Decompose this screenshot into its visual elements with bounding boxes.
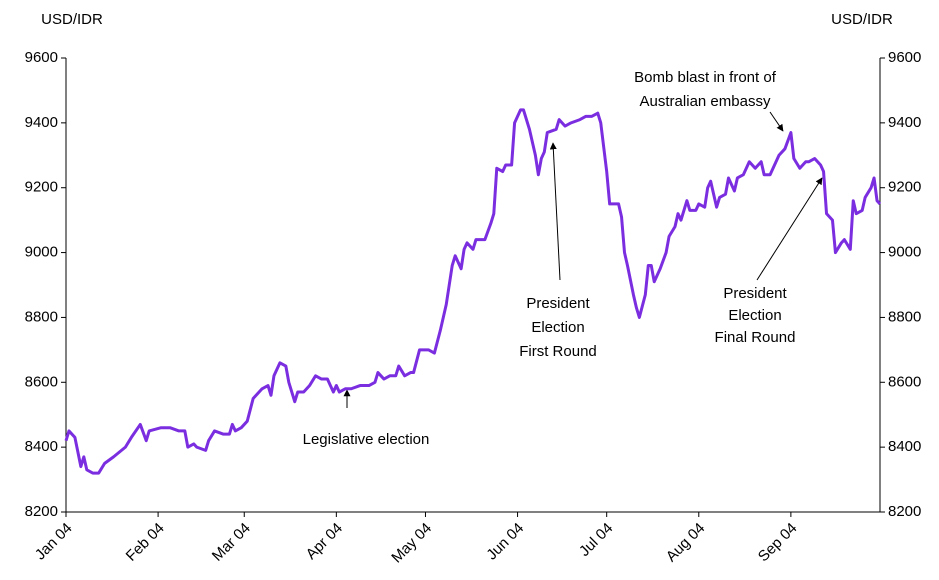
x-tick-label: Aug 04	[663, 520, 709, 566]
y-tick-label: 8400	[25, 438, 58, 455]
y-tick-label: 8600	[25, 373, 58, 390]
y2-tick-label: 8800	[888, 308, 921, 325]
annotation: President	[723, 285, 787, 302]
arrow	[549, 142, 561, 281]
x-tick-label: Feb 04	[123, 520, 168, 565]
x-tick-label: Jun 04	[483, 520, 527, 564]
x-tick-label: May 04	[388, 520, 435, 567]
annotation: First Round	[519, 343, 597, 360]
annotation: Final Round	[715, 329, 796, 346]
y-axis-label: USD/IDR	[41, 11, 103, 28]
x-tick-label: Jul 04	[576, 520, 616, 560]
y-tick-label: 9400	[25, 114, 58, 131]
x-tick-label: Sep 04	[755, 520, 801, 566]
y2-tick-label: 9000	[888, 244, 921, 261]
y2-tick-label: 8400	[888, 438, 921, 455]
annotation: Bomb blast in front of	[634, 69, 777, 86]
annotation: Election	[531, 319, 584, 336]
y2-axis-label: USD/IDR	[831, 11, 893, 28]
series-line	[64, 108, 882, 475]
y2-tick-label: 9600	[888, 49, 921, 66]
y-tick-label: 9000	[25, 244, 58, 261]
annotation: Election	[728, 307, 781, 324]
y-tick-label: 8200	[25, 503, 58, 520]
x-tick-label: Mar 04	[209, 520, 254, 565]
y2-tick-label: 8200	[888, 503, 921, 520]
y2-tick-label: 8600	[888, 373, 921, 390]
annotation: Australian embassy	[640, 93, 771, 110]
arrow	[769, 111, 784, 132]
arrow	[756, 177, 823, 281]
x-tick-label: Jan 04	[32, 520, 76, 564]
y-tick-label: 9600	[25, 49, 58, 66]
y-tick-label: 8800	[25, 308, 58, 325]
y2-tick-label: 9400	[888, 114, 921, 131]
x-tick-label: Apr 04	[303, 520, 346, 563]
y2-tick-label: 9200	[888, 179, 921, 196]
y-tick-label: 9200	[25, 179, 58, 196]
annotation: Legislative election	[303, 431, 430, 448]
annotation: President	[526, 295, 590, 312]
